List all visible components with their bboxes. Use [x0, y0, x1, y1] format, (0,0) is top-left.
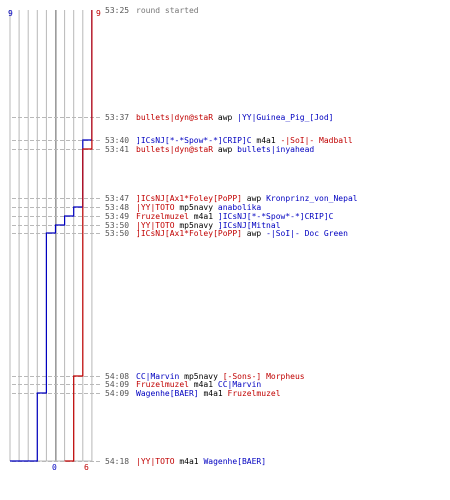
- event-9-segment-1: mp5navy: [179, 372, 222, 381]
- event-message-4: ]ICsNJ[Ax1*Foley[PoPP] awp Kronprinz_von…: [136, 194, 358, 203]
- event-8-segment-2: -|SoI|- Doc Green: [266, 229, 348, 238]
- event-1-segment-1: awp: [213, 113, 237, 122]
- event-time-12: 54:18: [105, 457, 129, 466]
- series-line-blue: [10, 10, 93, 462]
- event-3-segment-0: bullets|dyn@staR: [136, 145, 213, 154]
- event-time-0: 53:25: [105, 6, 129, 15]
- event-12-segment-1: m4a1: [175, 457, 204, 466]
- event-message-0: round started: [136, 6, 199, 15]
- event-8-segment-0: ]ICsNJ[Ax1*Foley[PoPP]: [136, 229, 242, 238]
- series-line-red: [64, 10, 93, 462]
- event-message-7: |YY|TOTO mp5navy ]ICsNJ[Mitnal: [136, 221, 281, 230]
- event-time-9: 54:08: [105, 372, 129, 381]
- event-time-4: 53:47: [105, 194, 129, 203]
- event-message-12: |YY|TOTO m4a1 Wagenhe[BAER]: [136, 457, 266, 466]
- start-label-red: 9: [96, 9, 101, 18]
- event-time-7: 53:50: [105, 221, 129, 230]
- event-2-segment-2: -|SoI|- Madball: [281, 136, 353, 145]
- event-7-segment-1: mp5navy: [175, 221, 218, 230]
- event-message-6: Fruzelmuzel m4a1 ]ICsNJ[*-*Spow*-*]CRIP]…: [136, 212, 334, 221]
- event-5-segment-1: mp5navy: [175, 203, 218, 212]
- event-2-segment-0: ]ICsNJ[*-*Spow*-*]CRIP]C: [136, 136, 252, 145]
- event-4-segment-1: awp: [242, 194, 266, 203]
- event-message-3: bullets|dyn@staR awp bullets|inyahead: [136, 145, 314, 154]
- event-10-segment-1: m4a1: [189, 380, 218, 389]
- start-label-blue: 9: [8, 9, 13, 18]
- event-message-2: ]ICsNJ[*-*Spow*-*]CRIP]C m4a1 -|SoI|- Ma…: [136, 136, 353, 145]
- event-message-11: Wagenhe[BAER] m4a1 Fruzelmuzel: [136, 389, 281, 398]
- event-time-3: 53:41: [105, 145, 129, 154]
- event-message-9: CC|Marvin mp5navy [-Sons-] Morpheus: [136, 372, 305, 381]
- event-7-segment-0: |YY|TOTO: [136, 221, 175, 230]
- event-time-1: 53:37: [105, 113, 129, 122]
- event-12-segment-0: |YY|TOTO: [136, 457, 175, 466]
- event-11-segment-0: Wagenhe[BAER]: [136, 389, 199, 398]
- end-label-blue: 0: [52, 463, 57, 472]
- event-9-segment-0: CC|Marvin: [136, 372, 180, 381]
- event-time-5: 53:48: [105, 203, 129, 212]
- event-2-segment-1: m4a1: [252, 136, 281, 145]
- event-10-segment-2: CC|Marvin: [218, 380, 262, 389]
- event-1-segment-0: bullets|dyn@staR: [136, 113, 213, 122]
- event-4-segment-2: Kronprinz_von_Nepal: [266, 194, 358, 203]
- event-time-8: 53:50: [105, 229, 129, 238]
- event-7-segment-2: ]ICsNJ[Mitnal: [218, 221, 281, 230]
- event-1-segment-2: |YY|Guinea_Pig_[Jod]: [237, 113, 333, 122]
- event-3-segment-1: awp: [213, 145, 237, 154]
- event-time-6: 53:49: [105, 212, 129, 221]
- event-message-10: Fruzelmuzel m4a1 CC|Marvin: [136, 380, 261, 389]
- event-message-5: |YY|TOTO mp5navy anabolika: [136, 203, 261, 212]
- event-6-segment-1: m4a1: [189, 212, 218, 221]
- event-10-segment-0: Fruzelmuzel: [136, 380, 189, 389]
- event-3-segment-2: bullets|inyahead: [237, 145, 314, 154]
- event-time-10: 54:09: [105, 380, 129, 389]
- event-message-8: ]ICsNJ[Ax1*Foley[PoPP] awp -|SoI|- Doc G…: [136, 229, 348, 238]
- event-time-2: 53:40: [105, 136, 129, 145]
- event-message-1: bullets|dyn@staR awp |YY|Guinea_Pig_[Jod…: [136, 113, 333, 122]
- event-12-segment-2: Wagenhe[BAER]: [203, 457, 266, 466]
- event-6-segment-2: ]ICsNJ[*-*Spow*-*]CRIP]C: [218, 212, 334, 221]
- event-8-segment-1: awp: [242, 229, 266, 238]
- event-4-segment-0: ]ICsNJ[Ax1*Foley[PoPP]: [136, 194, 242, 203]
- event-5-segment-2: anabolika: [218, 203, 262, 212]
- event-11-segment-1: m4a1: [199, 389, 228, 398]
- event-9-segment-2: [-Sons-] Morpheus: [223, 372, 305, 381]
- event-5-segment-0: |YY|TOTO: [136, 203, 175, 212]
- event-11-segment-2: Fruzelmuzel: [228, 389, 281, 398]
- event-0-segment-0: round started: [136, 6, 199, 15]
- event-time-11: 54:09: [105, 389, 129, 398]
- end-label-red: 6: [84, 463, 89, 472]
- event-6-segment-0: Fruzelmuzel: [136, 212, 189, 221]
